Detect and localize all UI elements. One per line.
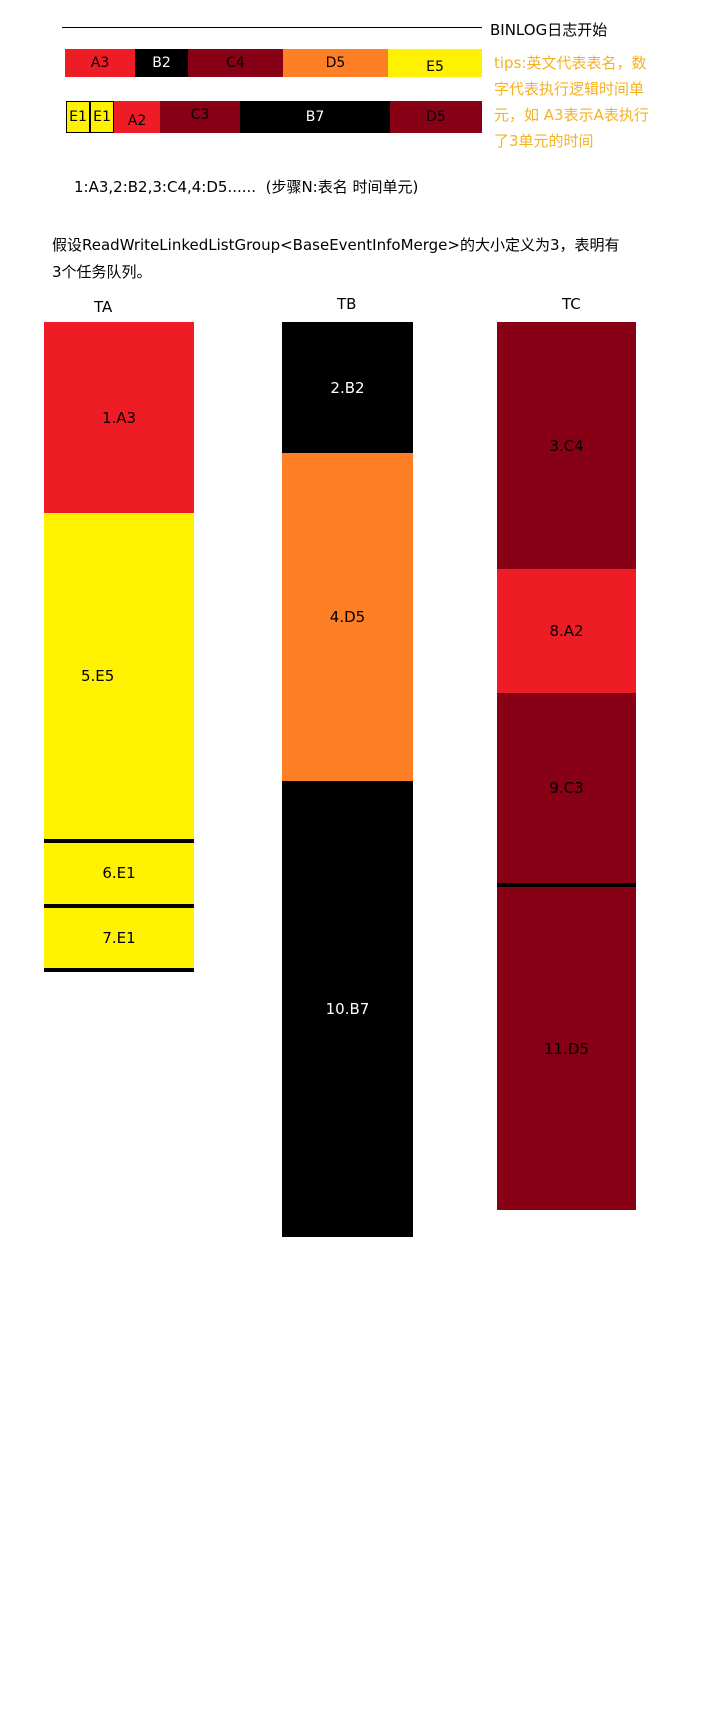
bar2-segment-e1-a: E1 [66, 101, 90, 133]
bar1-segment-label: E5 [426, 59, 444, 75]
sequence-note: 1:A3,2:B2,3:C4,4:D5...... (步骤N:表名 时间单元) [74, 178, 419, 196]
description-line: 3个任务队列。 [52, 263, 152, 281]
bar1-segment-label: B2 [152, 55, 171, 71]
bar2-segment-label: E1 [69, 109, 87, 125]
block-label: 11.D5 [544, 1039, 589, 1058]
bar2-segment-label: C3 [190, 107, 210, 123]
bar2-segment-label: D5 [426, 109, 446, 125]
block-label: 2.B2 [330, 378, 365, 397]
bar1-segment-label: A3 [90, 55, 110, 71]
queue-block: 2.B2 [282, 322, 413, 453]
queue-tc: TC 3.C4 8.A2 9.C3 11.D5 [497, 295, 636, 1210]
bar1-segment-e5: E5 [388, 49, 482, 77]
queue-block: 1.A3 [44, 322, 194, 513]
queue-ta: TA 1.A3 5.E5 6.E1 7.E1 [44, 298, 194, 972]
queue-block: 8.A2 [497, 569, 636, 693]
bar2-segment-a2: A2 [114, 101, 160, 133]
queue-block: 11.D5 [497, 887, 636, 1210]
tips-line: tips:英文代表表名，数 [494, 54, 647, 72]
description-line: 假设ReadWriteLinkedListGroup<BaseEventInfo… [52, 236, 620, 254]
block-label: 6.E1 [102, 864, 136, 882]
bar2-segment-c3: C3 [160, 101, 240, 133]
tips-line: 了3单元的时间 [494, 132, 594, 150]
queue-block: 3.C4 [497, 322, 636, 569]
block-label: 10.B7 [325, 1000, 370, 1018]
binlog-start-line [62, 27, 482, 28]
queue-description: 假设ReadWriteLinkedListGroup<BaseEventInfo… [52, 232, 620, 286]
block-label: 8.A2 [549, 622, 584, 640]
bar1-segment-c4: C4 [188, 49, 283, 77]
binlog-title: BINLOG日志开始 [490, 21, 608, 39]
bar1-segment-label: C4 [226, 55, 245, 71]
block-divider [497, 883, 636, 887]
block-divider [44, 904, 194, 908]
block-label: 7.E1 [102, 928, 136, 947]
bar1-segment-label: D5 [325, 55, 346, 71]
queue-block: 5.E5 [44, 513, 194, 839]
block-label: 3.C4 [549, 436, 584, 455]
queue-name: TC [562, 295, 581, 313]
tips-line: 元，如 A3表示A表执行 [494, 106, 649, 124]
bar2-segment-d5: D5 [390, 101, 482, 133]
block-label: 5.E5 [81, 667, 115, 685]
bar2-segment-label: E1 [93, 109, 111, 125]
block-divider [44, 839, 194, 843]
queue-tb: TB 2.B2 4.D5 10.B7 [282, 295, 413, 1237]
queue-block: 10.B7 [282, 781, 413, 1237]
bar1-segment-d5: D5 [283, 49, 388, 77]
queue-block: 7.E1 [44, 907, 194, 968]
queue-block: 4.D5 [282, 453, 413, 781]
block-divider [44, 968, 194, 972]
queue-block: 6.E1 [44, 842, 194, 904]
bar2-segment-label: A2 [127, 113, 147, 129]
bar2-segment-label: B7 [305, 109, 325, 125]
tips-note: tips:英文代表表名，数 字代表执行逻辑时间单 元，如 A3表示A表执行 了3… [494, 50, 649, 154]
queue-name: TA [94, 298, 113, 316]
bar2-segment-e1-b: E1 [90, 101, 114, 133]
block-label: 4.D5 [329, 608, 366, 626]
bar1-segment-a3: A3 [65, 49, 135, 77]
tips-line: 字代表执行逻辑时间单 [494, 80, 645, 98]
queue-name: TB [337, 295, 357, 313]
bar1-segment-b2: B2 [135, 49, 188, 77]
bar2-segment-b7: B7 [240, 101, 390, 133]
block-label: 1.A3 [101, 408, 137, 427]
block-label: 9.C3 [549, 779, 584, 797]
queue-block: 9.C3 [497, 693, 636, 883]
